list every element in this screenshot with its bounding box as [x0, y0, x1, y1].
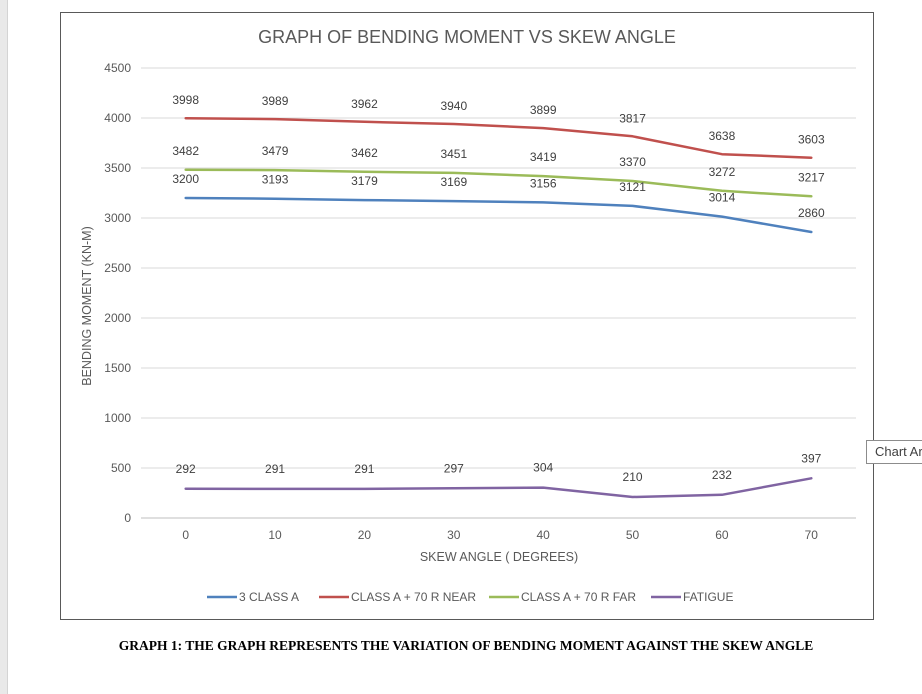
x-tick-label: 30 — [447, 528, 461, 542]
y-axis-title: BENDING MOMENT (KN-M) — [80, 226, 94, 386]
series-lines — [184, 116, 813, 499]
data-label: 297 — [444, 461, 464, 475]
data-label: 2860 — [798, 206, 825, 220]
data-label: 3200 — [172, 172, 199, 186]
x-tick-label: 20 — [358, 528, 372, 542]
series-line-4[interactable] — [184, 477, 813, 499]
legend-label: CLASS A + 70 R FAR — [521, 590, 636, 604]
data-label: 3998 — [172, 93, 199, 107]
legend: 3 CLASS A CLASS A + 70 R NEAR CLASS A + 70… — [207, 590, 733, 604]
data-label: 210 — [623, 470, 643, 484]
series-line-1[interactable] — [184, 196, 813, 234]
data-label: 3169 — [440, 175, 467, 189]
figure-caption: GRAPH 1: THE GRAPH REPRESENTS THE VARIAT… — [118, 638, 814, 653]
line-chart: 0 500 1000 1500 2000 2500 3000 3500 4000 4500 0 10 2… — [80, 27, 856, 604]
x-tick-label: 0 — [182, 528, 189, 542]
data-label: 3940 — [440, 99, 467, 113]
document-margin-strip — [0, 0, 8, 694]
data-label: 3217 — [798, 170, 825, 184]
data-label: 3193 — [262, 173, 289, 187]
data-label: 397 — [801, 451, 821, 465]
legend-label: FATIGUE — [683, 590, 733, 604]
data-label: 3014 — [709, 191, 736, 205]
series-line-2[interactable] — [184, 116, 813, 159]
data-label: 291 — [265, 462, 285, 476]
data-label: 3989 — [262, 94, 289, 108]
y-tick-label: 4500 — [104, 61, 131, 75]
data-label: 3962 — [351, 97, 378, 111]
data-label: 3479 — [262, 144, 289, 158]
legend-label: 3 CLASS A — [239, 590, 299, 604]
x-tick-label: 60 — [715, 528, 729, 542]
y-tick-label: 2000 — [104, 311, 131, 325]
data-label: 3462 — [351, 146, 378, 160]
y-tick-label: 0 — [124, 511, 131, 525]
x-tick-label: 40 — [537, 528, 551, 542]
y-tick-label: 4000 — [104, 111, 131, 125]
x-axis-title: SKEW ANGLE ( DEGREES) — [420, 550, 578, 564]
legend-label: CLASS A + 70 R NEAR — [351, 590, 476, 604]
data-label: 3179 — [351, 174, 378, 188]
data-label: 291 — [354, 462, 374, 476]
series-line-3[interactable] — [184, 168, 813, 198]
gridlines — [141, 67, 856, 519]
y-tick-label: 500 — [111, 461, 131, 475]
chart-title: GRAPH OF BENDING MOMENT VS SKEW ANGLE — [258, 27, 676, 47]
data-label: 3899 — [530, 103, 557, 117]
data-label: 304 — [533, 461, 553, 475]
data-label: 3370 — [619, 155, 646, 169]
data-label: 292 — [176, 462, 196, 476]
y-tick-label: 2500 — [104, 261, 131, 275]
data-label: 3603 — [798, 133, 825, 147]
axes: 0 500 1000 1500 2000 2500 3000 3500 4000 4500 0 10 2… — [104, 61, 818, 542]
data-label: 3451 — [440, 147, 467, 161]
x-tick-label: 70 — [805, 528, 819, 542]
x-tick-label: 50 — [626, 528, 640, 542]
y-tick-label: 1000 — [104, 411, 131, 425]
data-label: 3272 — [709, 165, 736, 179]
chart-area-tooltip: Chart Ar — [866, 440, 922, 464]
chart-area[interactable]: 0 500 1000 1500 2000 2500 3000 3500 4000 4500 0 10 2… — [60, 12, 874, 620]
y-tick-label: 3000 — [104, 211, 131, 225]
data-label: 232 — [712, 468, 732, 482]
data-labels: 3200 3193 3179 3169 3156 3121 3014 2860 3998 3989… — [172, 93, 825, 484]
x-tick-label: 10 — [268, 528, 282, 542]
data-label: 3156 — [530, 176, 557, 190]
data-label: 3121 — [619, 180, 646, 194]
data-label: 3482 — [172, 144, 199, 158]
data-label: 3817 — [619, 111, 646, 125]
y-tick-label: 3500 — [104, 161, 131, 175]
data-label: 3638 — [709, 129, 736, 143]
y-tick-label: 1500 — [104, 361, 131, 375]
data-label: 3419 — [530, 150, 557, 164]
